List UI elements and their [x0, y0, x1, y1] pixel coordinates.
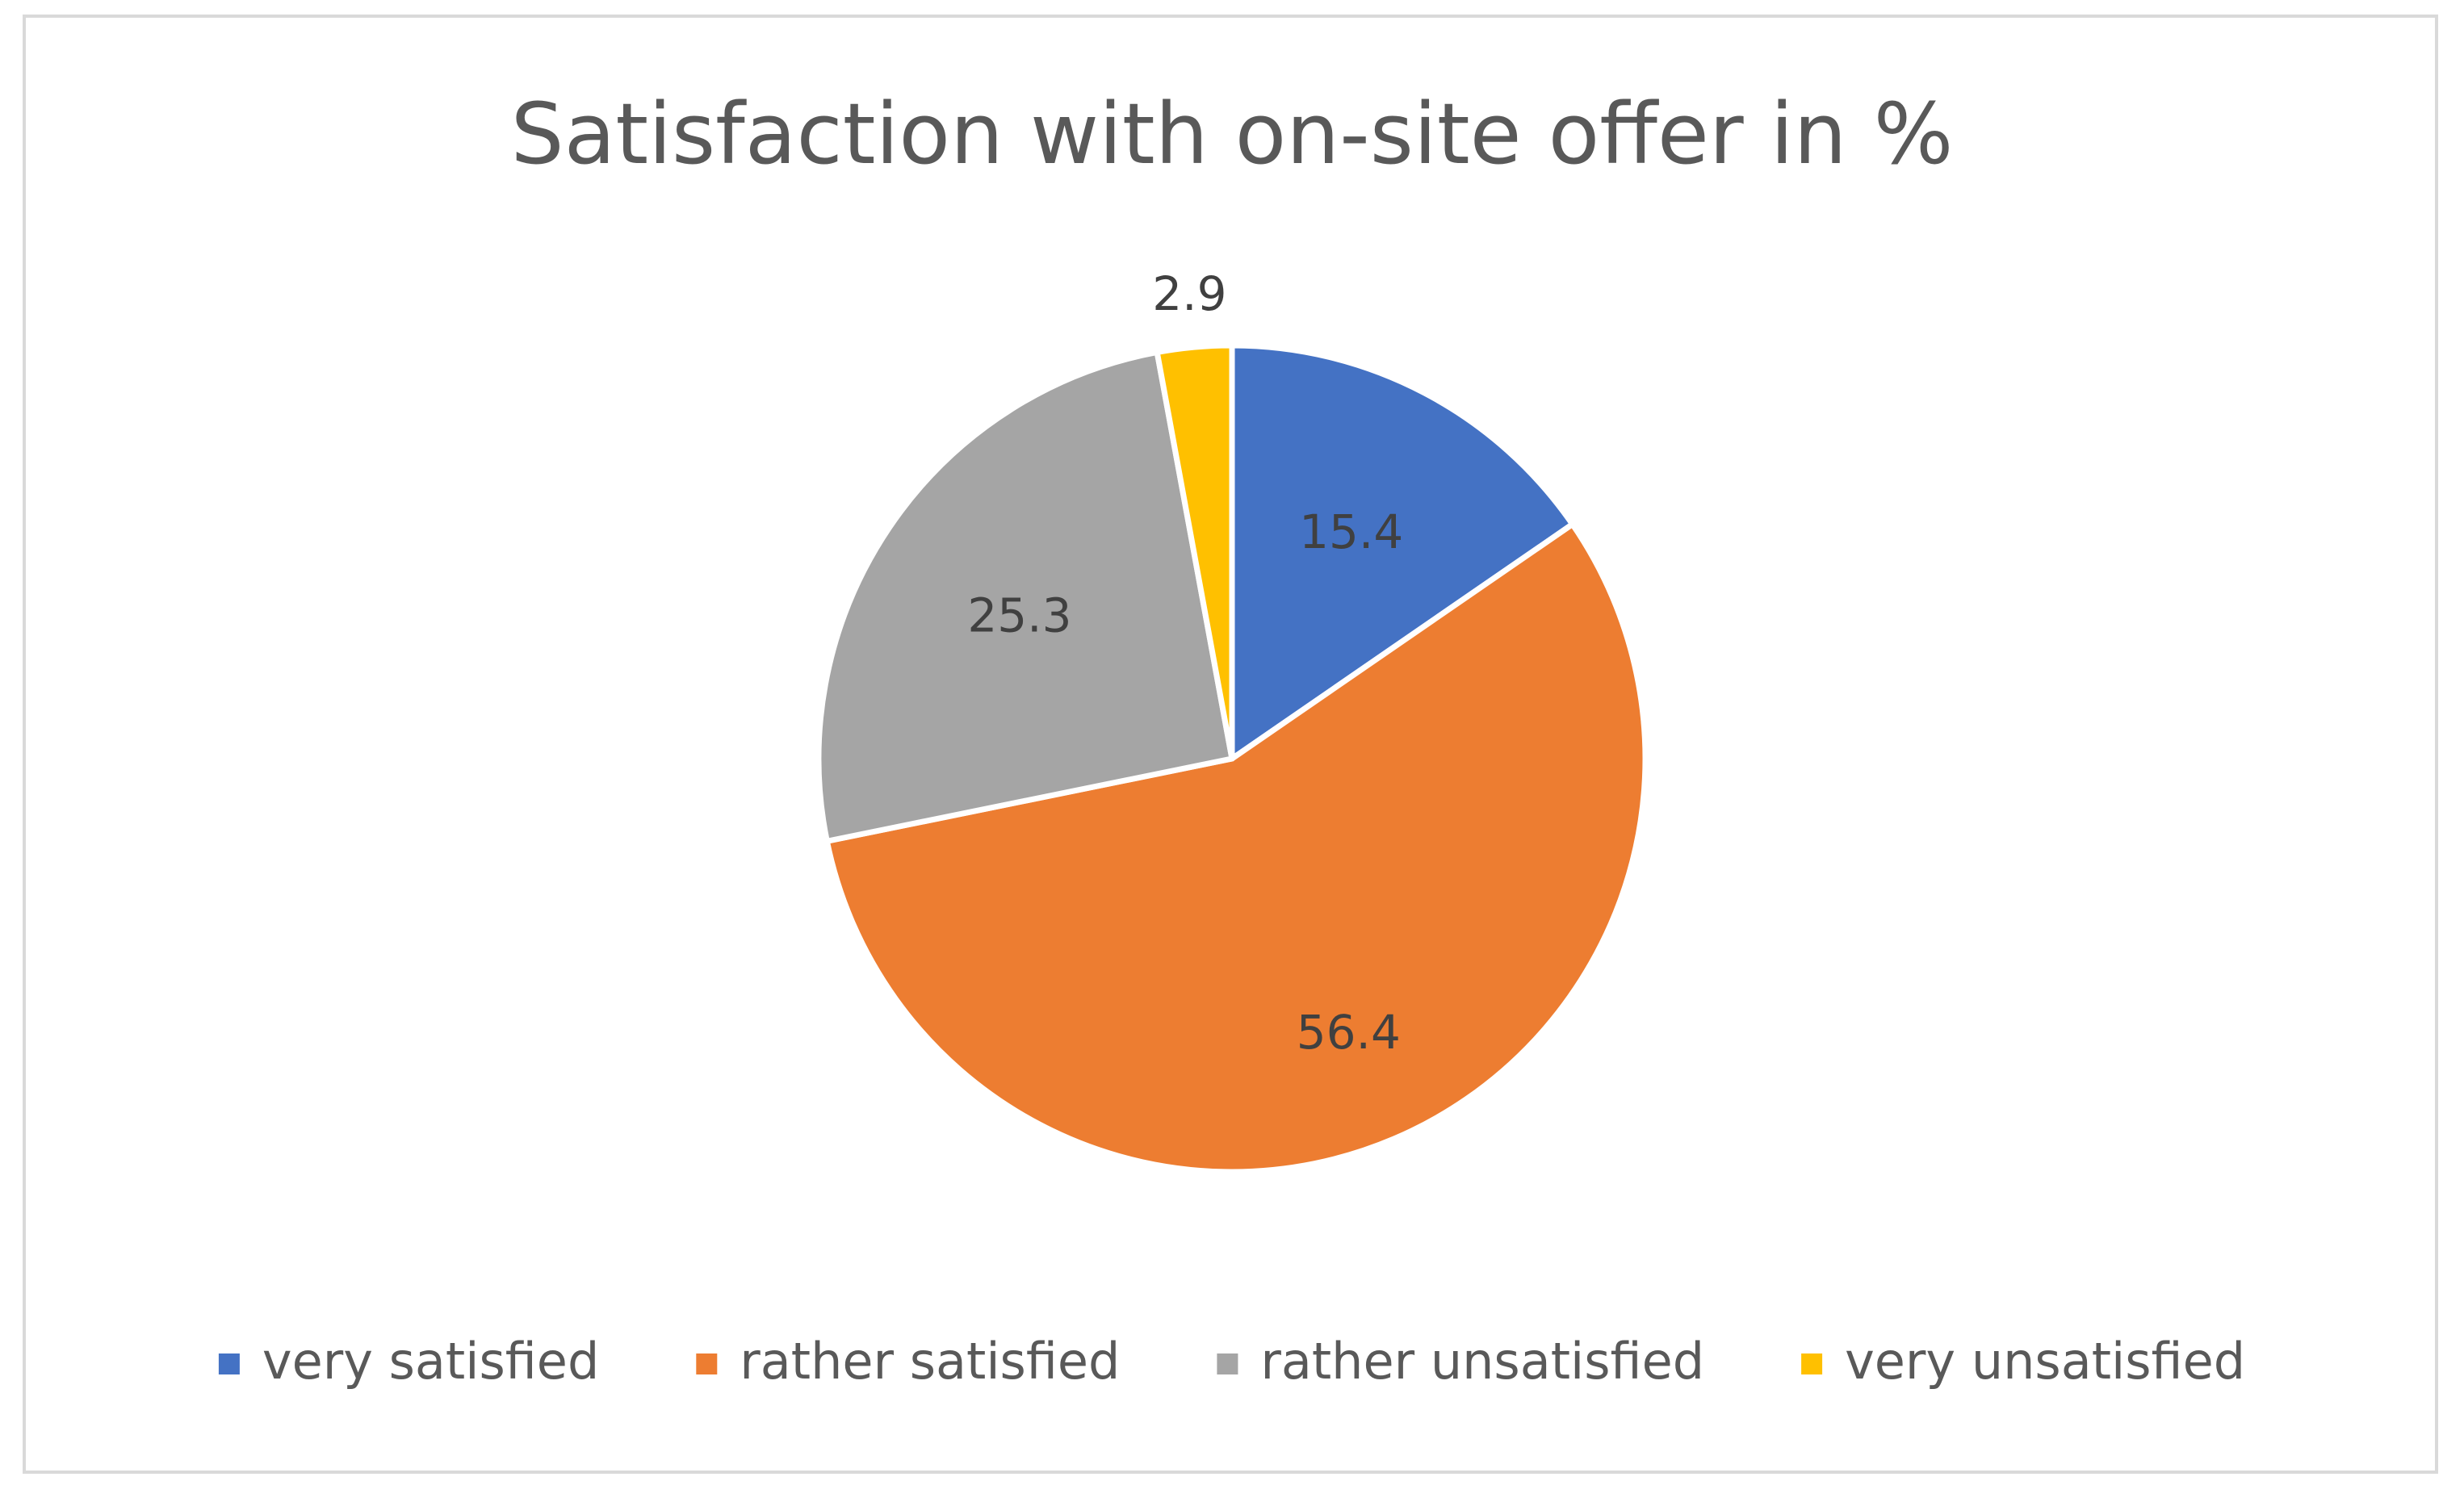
data-label-very-unsatisfied: 2.9 — [1152, 266, 1226, 321]
pie-slice-rather-unsatisfied — [815, 349, 1235, 844]
pie-slice-very-unsatisfied — [1154, 342, 1235, 762]
legend-label: rather satisfied — [740, 1332, 1120, 1391]
legend: very satisfied rather satisfied rather uns… — [218, 1332, 2245, 1391]
legend-item-very-unsatisfied: very unsatisfied — [1801, 1332, 2245, 1391]
data-label-rather-unsatisfied: 25.3 — [967, 588, 1071, 642]
pie-slices — [815, 342, 1649, 1175]
legend-label: rather unsatisfied — [1260, 1332, 1704, 1391]
pie-slice-rather-satisfied — [823, 521, 1649, 1175]
legend-item-rather-unsatisfied: rather unsatisfied — [1217, 1332, 1704, 1391]
data-label-very-satisfied: 15.4 — [1299, 504, 1403, 559]
data-labels: 15.4 56.4 25.3 2.9 — [967, 266, 1403, 1060]
legend-label: very unsatisfied — [1845, 1332, 2245, 1391]
legend-swatch — [218, 1353, 240, 1374]
legend-swatch — [1217, 1353, 1238, 1374]
legend-label: very satisfied — [262, 1332, 599, 1391]
pie-slice-very-satisfied — [1229, 342, 1576, 762]
legend-item-very-satisfied: very satisfied — [218, 1332, 599, 1391]
chart-title: Satisfaction with on-site offer in % — [511, 85, 1954, 183]
data-label-rather-satisfied: 56.4 — [1297, 1005, 1401, 1060]
legend-swatch — [1801, 1353, 1823, 1374]
legend-item-rather-satisfied: rather satisfied — [696, 1332, 1120, 1391]
legend-swatch — [696, 1353, 718, 1374]
